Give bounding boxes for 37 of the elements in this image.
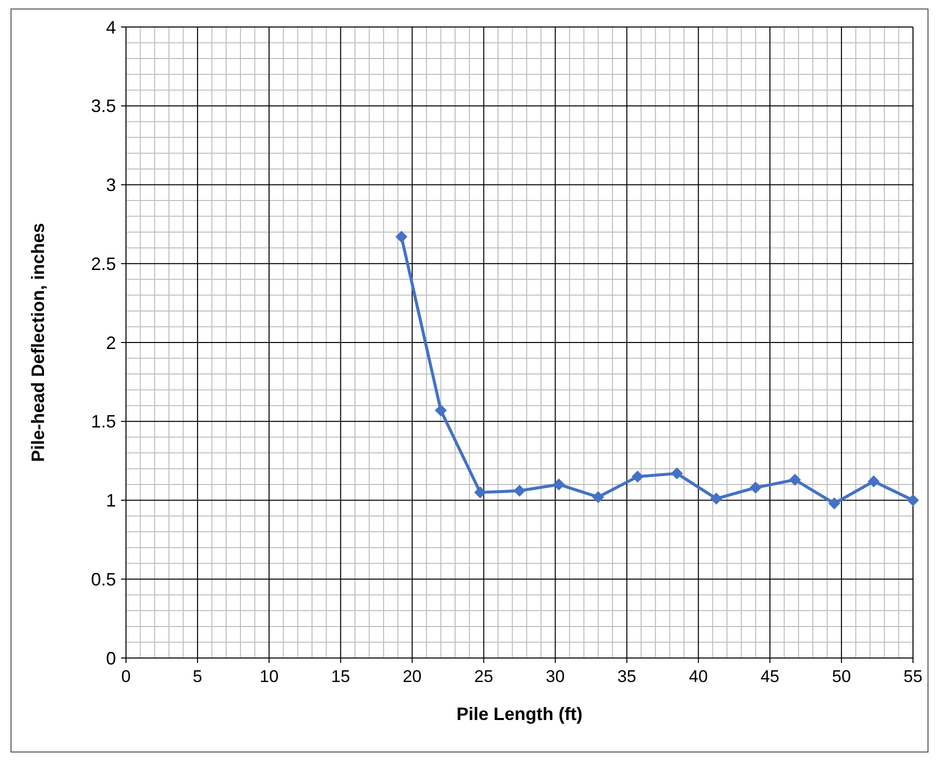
x-tick-label: 55 xyxy=(904,667,922,686)
point xyxy=(710,492,722,505)
y-tick-label: 3.5 xyxy=(90,96,116,116)
point xyxy=(592,491,604,504)
point xyxy=(552,478,565,490)
x-tick-label: 15 xyxy=(331,667,350,686)
x-tick-label: 10 xyxy=(260,667,279,686)
y-tick-label: 3 xyxy=(106,175,116,196)
point xyxy=(514,484,526,497)
point xyxy=(750,482,762,494)
y-tick-label: 0.5 xyxy=(90,569,116,590)
y-tick-label: 2.5 xyxy=(90,254,116,274)
y-tick-label: 4 xyxy=(106,17,116,38)
point xyxy=(632,470,644,483)
point xyxy=(670,467,683,480)
point xyxy=(828,497,840,510)
x-tick-label: 35 xyxy=(617,667,636,686)
y-tick-label: 0 xyxy=(106,648,116,668)
point xyxy=(907,494,919,506)
x-tick-label: 5 xyxy=(192,667,202,686)
point xyxy=(788,474,801,486)
x-tick-label: 20 xyxy=(402,667,422,686)
x-tick-label: 30 xyxy=(546,667,565,686)
x-tick-label: 40 xyxy=(688,667,708,686)
x-tick-label: 25 xyxy=(474,667,494,686)
point xyxy=(395,230,408,243)
x-tick-label: 50 xyxy=(832,667,851,686)
y-tick-label: 1 xyxy=(106,490,116,511)
y-axis-title: Pile-head Deflection, inches xyxy=(28,222,48,462)
point xyxy=(868,475,880,488)
x-axis-title: Pile Length (ft) xyxy=(456,704,582,724)
y-tick-label: 2 xyxy=(106,332,116,353)
point xyxy=(474,486,486,498)
point xyxy=(434,404,447,416)
x-tick-label: 0 xyxy=(121,667,131,686)
y-tick-label: 1.5 xyxy=(90,412,116,432)
x-tick-label: 45 xyxy=(760,667,780,686)
